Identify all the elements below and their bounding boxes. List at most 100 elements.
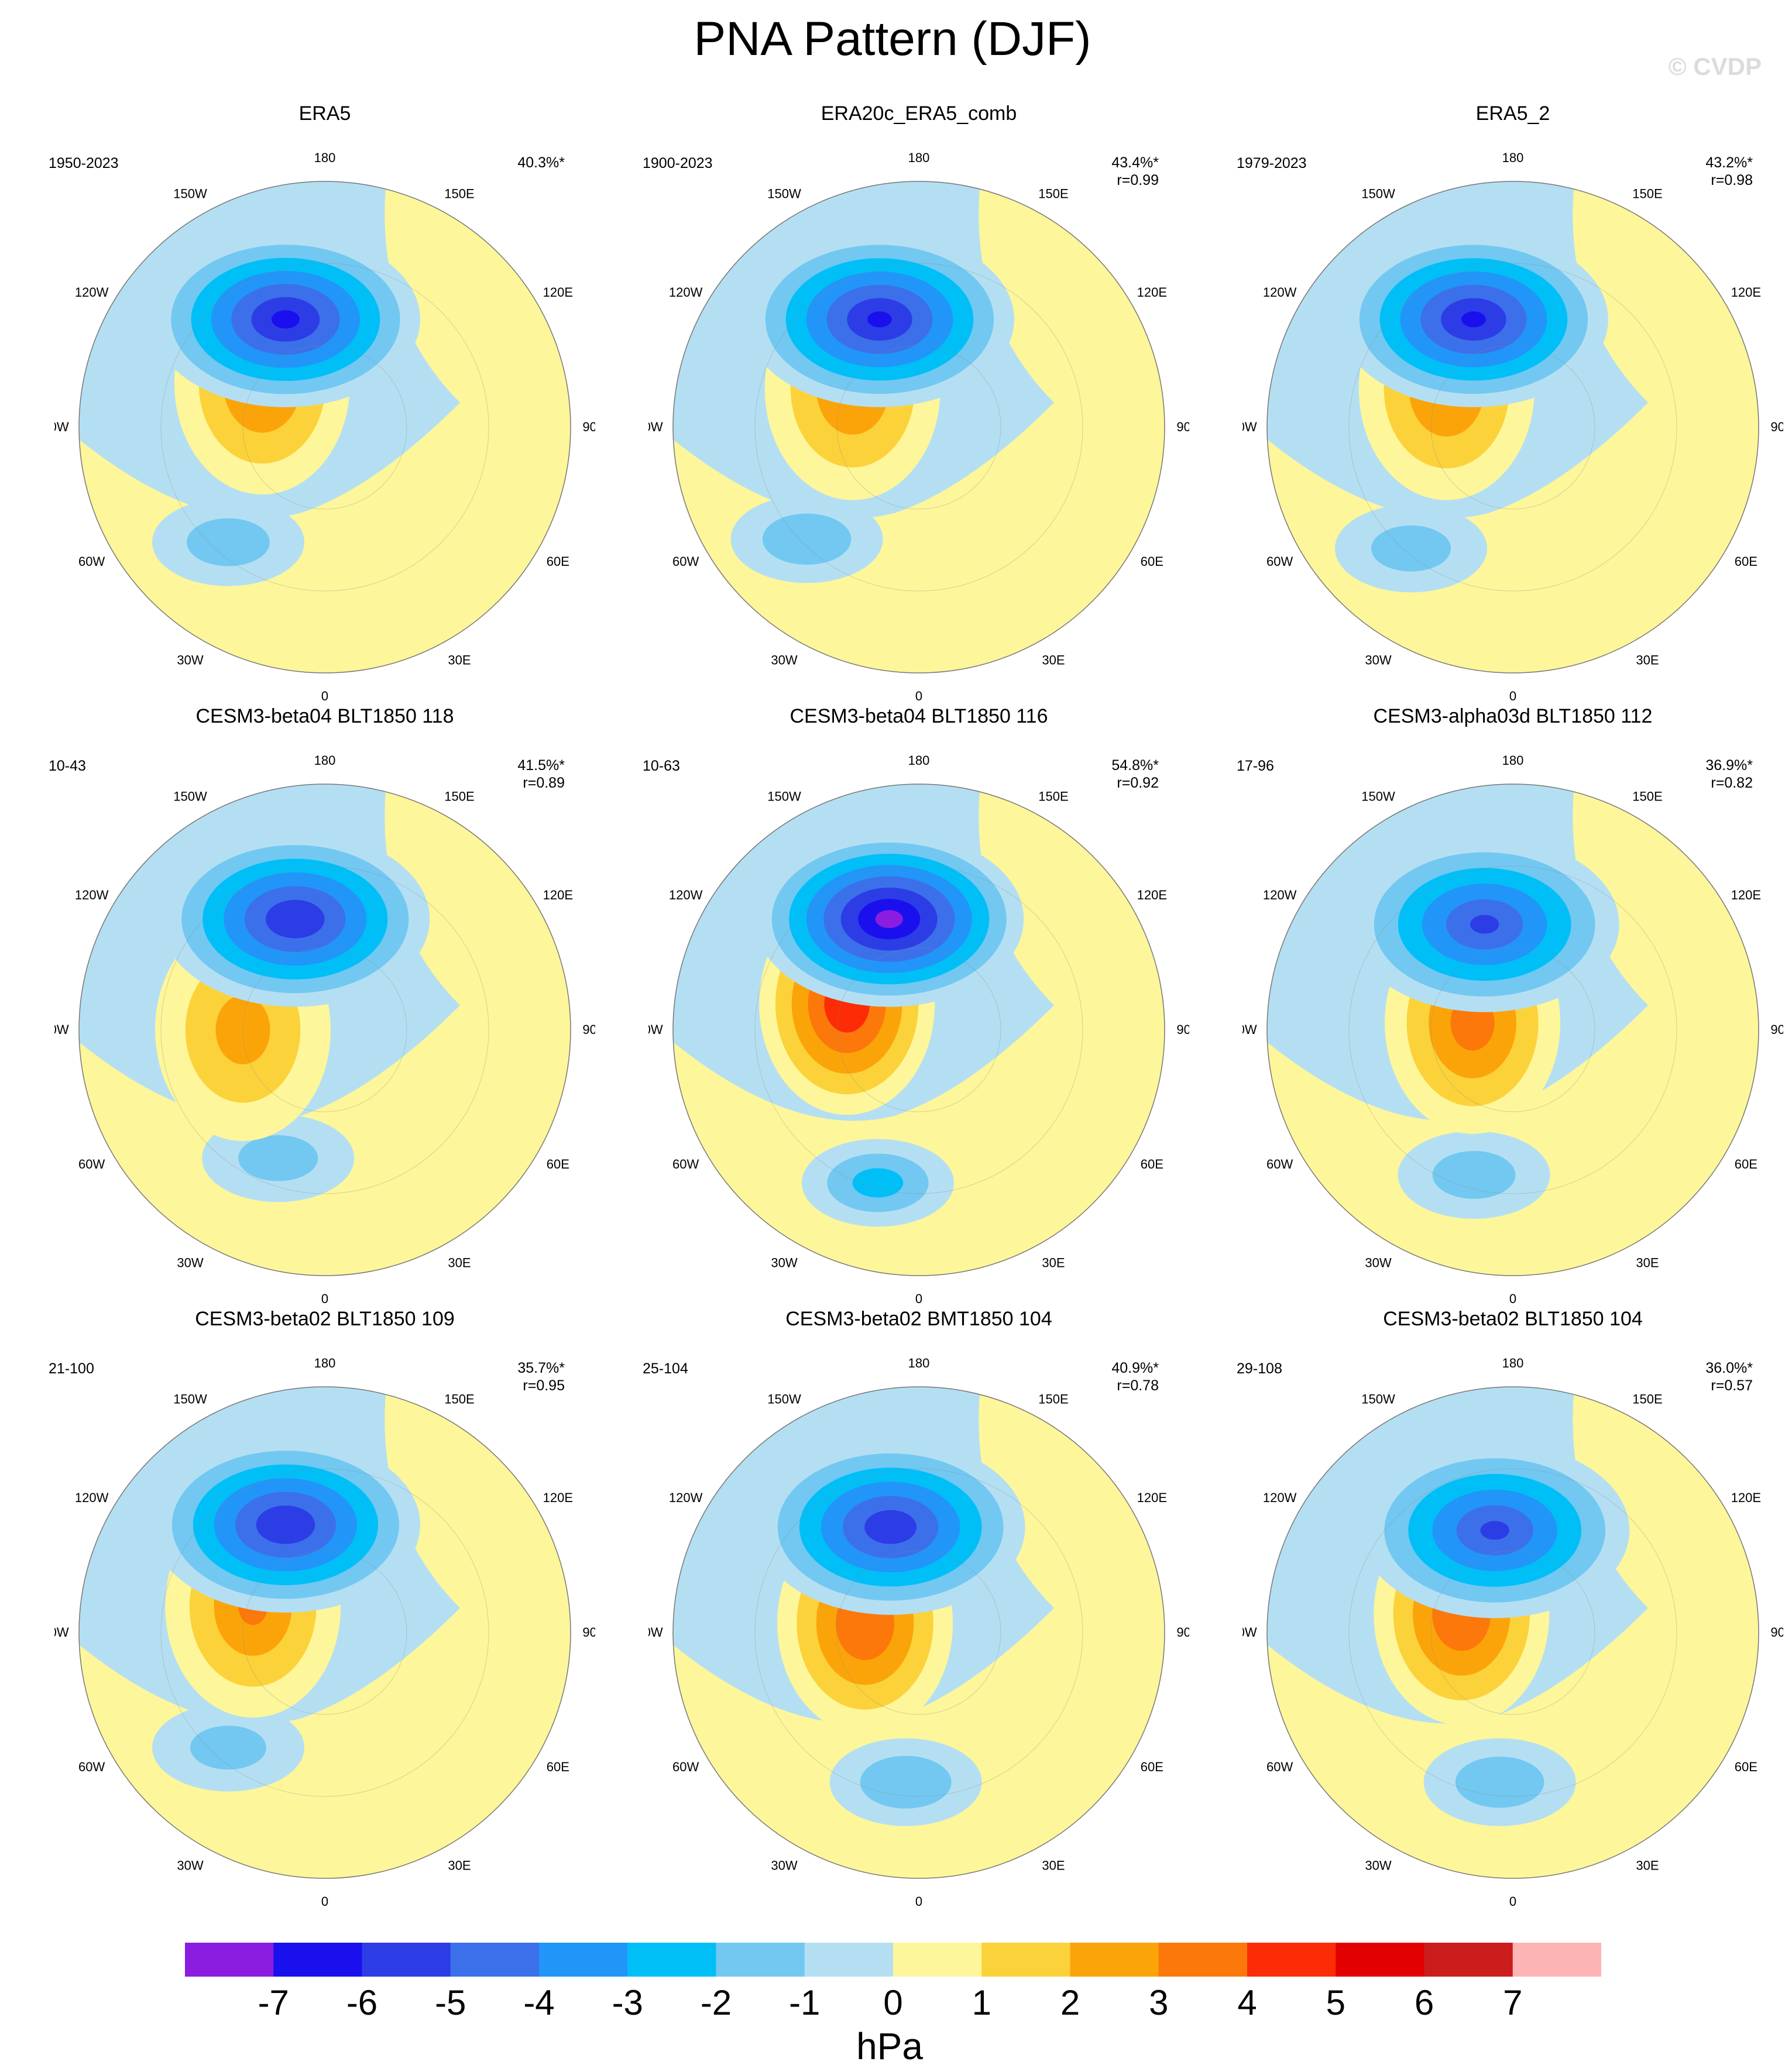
aleutian-low-contour bbox=[256, 1506, 315, 1544]
longitude-label: 150W bbox=[767, 1392, 801, 1407]
longitude-label: 120W bbox=[669, 285, 703, 300]
panel-title: CESM3-beta04 BLT1850 118 bbox=[195, 705, 454, 727]
longitude-label: 120W bbox=[1263, 285, 1297, 300]
longitude-label: 60W bbox=[672, 1157, 699, 1171]
aleutian-low-contour bbox=[875, 910, 903, 929]
colorbar-tick-label: 5 bbox=[1326, 1983, 1345, 2022]
longitude-label: 60W bbox=[1266, 1157, 1293, 1171]
colorbar-tick-label: 6 bbox=[1414, 1983, 1434, 2022]
longitude-label: 150E bbox=[1632, 789, 1662, 804]
longitude-label: 180 bbox=[314, 150, 336, 165]
longitude-label: 60E bbox=[547, 1760, 569, 1774]
latitude-circle bbox=[1430, 345, 1595, 510]
aleutian-low-contour bbox=[1470, 915, 1499, 934]
longitude-label: 60E bbox=[547, 554, 569, 569]
aleutian-low-contour bbox=[265, 899, 325, 939]
longitude-label: 150W bbox=[767, 789, 801, 804]
longitude-label: 30E bbox=[1042, 1255, 1065, 1270]
map-border bbox=[1266, 181, 1759, 674]
longitude-label: 0 bbox=[915, 1291, 922, 1306]
longitude-label: 90E bbox=[582, 1625, 595, 1640]
map-panel: ERA20c_ERA5_comb 1900-2023 43.4%* r=0.99 180… bbox=[626, 102, 1211, 705]
colorbar-swatch bbox=[804, 1943, 894, 1977]
longitude-label: 30W bbox=[177, 1858, 203, 1872]
polar-map: 180 150E 120E 90E 60E 30E 0 30W 60W 90W 120W 150W bbox=[54, 753, 595, 1306]
latitude-circle bbox=[1348, 1468, 1677, 1797]
longitude-label: 180 bbox=[1502, 1356, 1524, 1370]
longitude-label: 0 bbox=[321, 689, 328, 703]
map-panel: CESM3-beta02 BMT1850 104 25-104 40.9%* r=0.… bbox=[626, 1308, 1211, 1910]
slp-field bbox=[1267, 784, 1759, 1276]
longitude-label: 30W bbox=[1365, 1255, 1391, 1270]
longitude-label: 30W bbox=[1365, 1858, 1391, 1872]
colorbar-tick-label: -5 bbox=[435, 1983, 466, 2022]
longitude-label: 90W bbox=[1242, 1022, 1257, 1037]
longitude-label: 30W bbox=[177, 652, 203, 667]
longitude-label: 30E bbox=[1636, 1255, 1659, 1270]
latitude-circle bbox=[242, 345, 407, 510]
explained-variance: 40.3%* bbox=[517, 154, 565, 171]
longitude-label: 60W bbox=[1266, 554, 1293, 569]
panel-years: 1900-2023 bbox=[643, 155, 713, 171]
cvdp-watermark: © CVDP bbox=[1668, 53, 1762, 80]
longitude-label: 90E bbox=[1770, 1022, 1783, 1037]
slp-field bbox=[1267, 1387, 1759, 1878]
longitude-label: 90E bbox=[1176, 1625, 1189, 1640]
longitude-label: 30E bbox=[448, 1255, 471, 1270]
longitude-label: 90E bbox=[1176, 420, 1189, 434]
longitude-label: 30E bbox=[1042, 1858, 1065, 1872]
longitude-label: 60E bbox=[1735, 1760, 1757, 1774]
longitude-label: 0 bbox=[1509, 1894, 1516, 1909]
longitude-label: 30W bbox=[177, 1255, 203, 1270]
longitude-label: 180 bbox=[1502, 150, 1524, 165]
latitude-circle bbox=[160, 865, 489, 1194]
map-panel: ERA5 1950-2023 40.3%* 180 150E 120E 90E 60E 30E 0… bbox=[32, 102, 617, 705]
longitude-label: 180 bbox=[1502, 753, 1524, 768]
panel-stats: 43.2%* r=0.98 bbox=[1705, 154, 1753, 189]
map-panel: ERA5_2 1979-2023 43.2%* r=0.98 180 150E 120E 90… bbox=[1220, 102, 1785, 705]
explained-variance: 36.9%* bbox=[1705, 757, 1753, 774]
longitude-label: 90E bbox=[1176, 1022, 1189, 1037]
longitude-label: 120W bbox=[1263, 1490, 1297, 1505]
panel-title: CESM3-beta04 BLT1850 116 bbox=[789, 705, 1048, 727]
longitude-label: 60E bbox=[1735, 1157, 1757, 1171]
longitude-label: 150W bbox=[1361, 187, 1395, 201]
panel-stats: 41.5%* r=0.89 bbox=[517, 757, 565, 792]
units-label: hPa bbox=[856, 2025, 923, 2067]
panel-title: ERA5 bbox=[298, 102, 351, 125]
slp-field bbox=[79, 181, 571, 673]
aleutian-low-contour bbox=[271, 310, 300, 329]
longitude-label: 150E bbox=[444, 1392, 474, 1407]
panel-title: ERA20c_ERA5_comb bbox=[821, 102, 1017, 125]
longitude-label: 30W bbox=[1365, 652, 1391, 667]
panel-years: 1979-2023 bbox=[1237, 155, 1307, 171]
colorbar-tick-label: 4 bbox=[1237, 1983, 1257, 2022]
latitude-circle bbox=[836, 345, 1001, 510]
longitude-label: 120W bbox=[75, 285, 109, 300]
longitude-label: 180 bbox=[314, 1356, 336, 1370]
colorbar-swatch bbox=[1424, 1943, 1513, 1977]
panel-stats: 36.0%* r=0.57 bbox=[1705, 1359, 1753, 1394]
longitude-label: 90E bbox=[1770, 1625, 1783, 1640]
positive-anomaly-contour bbox=[215, 995, 270, 1064]
slp-field bbox=[673, 181, 1165, 673]
longitude-label: 60E bbox=[1735, 554, 1757, 569]
longitude-label: 60W bbox=[672, 554, 699, 569]
colorbar-swatch bbox=[539, 1943, 628, 1977]
aleutian-low-contour bbox=[867, 311, 892, 328]
colorbar-swatch bbox=[1336, 1943, 1424, 1977]
explained-variance: 54.8%* bbox=[1111, 757, 1159, 774]
longitude-label: 90W bbox=[54, 1625, 69, 1640]
longitude-label: 60E bbox=[547, 1157, 569, 1171]
explained-variance: 43.4%* bbox=[1111, 154, 1159, 171]
map-border bbox=[78, 784, 571, 1276]
map-panel: CESM3-beta04 BLT1850 116 10-63 54.8%* r=0.9… bbox=[626, 705, 1211, 1308]
longitude-label: 120E bbox=[1731, 888, 1761, 902]
longitude-label: 30E bbox=[448, 1858, 471, 1872]
atlantic-anomaly-contour bbox=[190, 1726, 267, 1770]
longitude-label: 150E bbox=[444, 187, 474, 201]
pattern-correlation: r=0.98 bbox=[1711, 172, 1753, 188]
latitude-circle bbox=[836, 1550, 1001, 1715]
panel-years: 25-104 bbox=[643, 1360, 688, 1377]
panel-title: ERA5_2 bbox=[1475, 102, 1550, 125]
